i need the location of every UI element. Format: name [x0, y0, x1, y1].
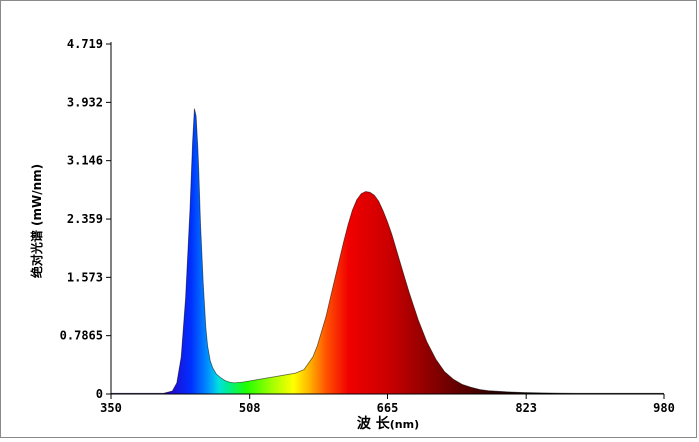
y-tick-label: 2.359 [67, 212, 103, 226]
x-tick-label: 823 [515, 401, 537, 415]
spectrum-area [111, 108, 664, 394]
y-tick-label: 0.7865 [60, 329, 103, 343]
x-axis-title-unit: (nm) [390, 418, 419, 431]
x-axis-title-main: 波 长 [357, 415, 391, 432]
axes-layer [106, 42, 665, 399]
y-tick-label: 0 [96, 387, 103, 401]
x-tick-label: 350 [100, 401, 122, 415]
y-tick-label: 1.573 [67, 270, 103, 284]
spectrum-outline [111, 108, 664, 394]
y-tick-label: 4.719 [67, 37, 103, 51]
x-axis-title: 波 长(nm) [357, 415, 419, 432]
x-tick-label: 665 [377, 401, 399, 415]
labels-layer: 0 0.7865 1.573 2.359 3.146 3.932 4.719 350 508 66… [29, 37, 675, 432]
x-tick-label: 980 [653, 401, 675, 415]
y-tick-label: 3.932 [67, 95, 103, 109]
y-tick-label: 3.146 [67, 154, 103, 168]
spectrum-layer [111, 108, 664, 394]
y-axis-title: 绝对光谱 (mW/nm) [29, 164, 44, 278]
x-tick-label: 508 [239, 401, 261, 415]
